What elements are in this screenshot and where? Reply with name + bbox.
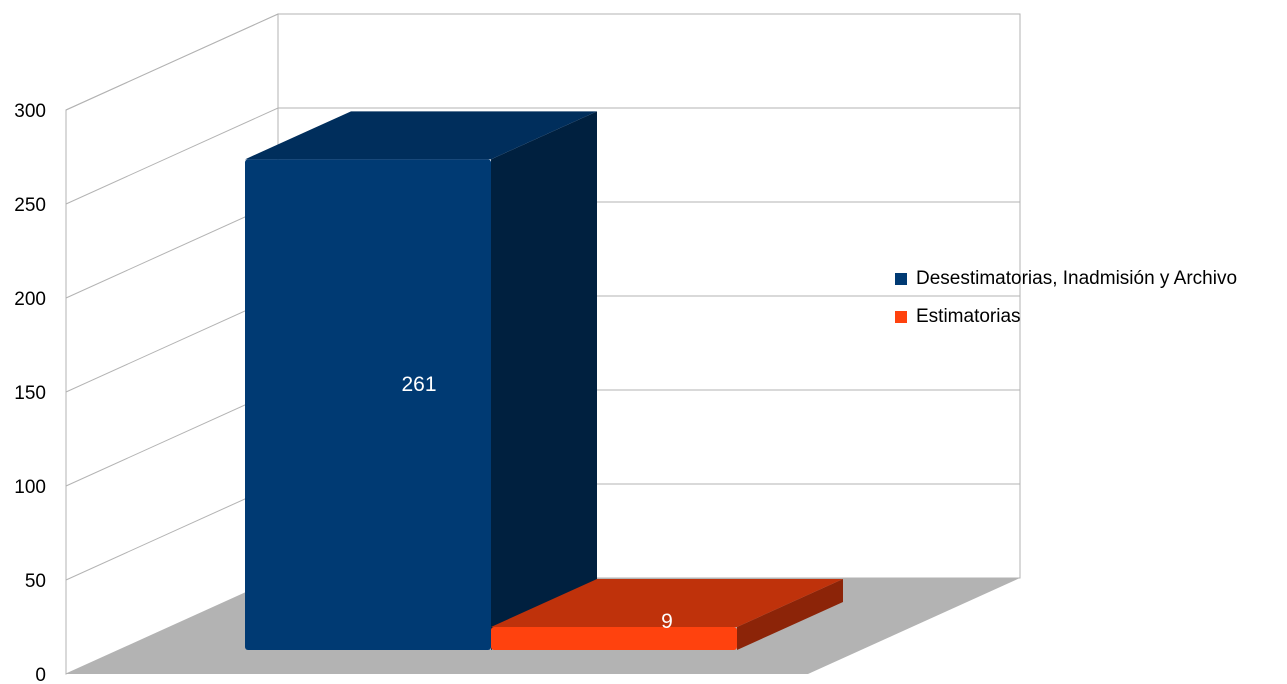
data-label-desestimatorias: 261 [401, 373, 436, 396]
y-tick-0: 0 [35, 665, 46, 684]
bar-side [491, 111, 597, 650]
bar-top [491, 579, 843, 627]
gridline-300 [65, 13, 1020, 111]
bar-estimatorias [491, 579, 843, 650]
legend-swatch-desestimatorias [895, 273, 907, 285]
bar-front [245, 159, 491, 650]
bar-front [491, 627, 737, 650]
y-tick-50: 50 [25, 571, 46, 592]
bar-side [737, 579, 843, 650]
y-tick-100: 100 [14, 477, 46, 498]
y-tick-300: 300 [14, 101, 46, 122]
y-tick-150: 150 [14, 383, 46, 404]
legend-swatch-estimatorias [895, 311, 907, 323]
legend-label-desestimatorias: Desestimatorias, Inadmisión y Archivo [916, 268, 1238, 289]
data-labels: 261 9 [401, 373, 672, 633]
bar-top [245, 111, 597, 160]
legend: Desestimatorias, Inadmisión y Archivo Es… [895, 264, 1237, 340]
y-tick-250: 250 [14, 195, 46, 216]
gridline-250 [65, 107, 1020, 205]
bars [245, 111, 843, 650]
legend-item-desestimatorias: Desestimatorias, Inadmisión y Archivo [895, 264, 1237, 294]
y-axis-ticks: 0 50 100 150 200 250 300 [14, 101, 46, 684]
legend-label-estimatorias: Estimatorias [916, 306, 1021, 327]
legend-item-estimatorias: Estimatorias [895, 302, 1237, 332]
bar-desestimatorias [245, 111, 597, 650]
data-label-estimatorias: 9 [661, 610, 673, 633]
y-tick-200: 200 [14, 289, 46, 310]
